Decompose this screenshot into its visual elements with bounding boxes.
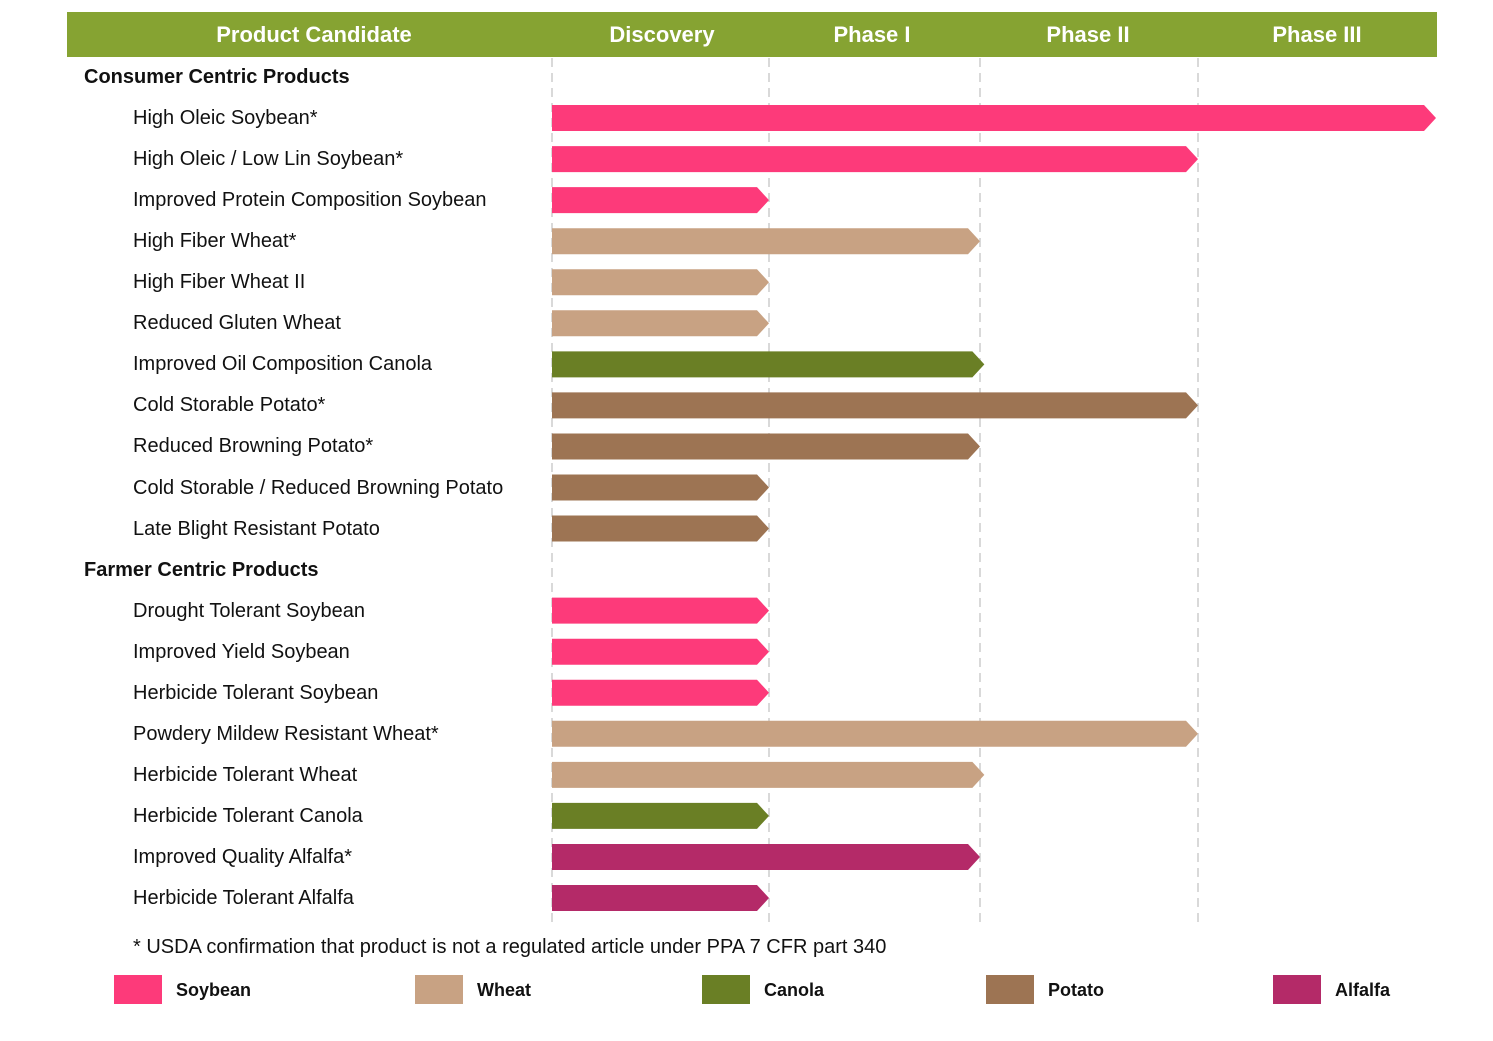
product-label: High Fiber Wheat II	[133, 271, 306, 294]
progress-bar-powdery-mildew-resistant-wheat	[552, 720, 1198, 747]
legend-swatch	[702, 975, 750, 1004]
legend-swatch	[986, 975, 1034, 1004]
header-phase-3: Phase III	[1272, 22, 1362, 47]
product-label: Herbicide Tolerant Canola	[133, 804, 363, 827]
progress-bar-herbicide-tolerant-soybean	[552, 679, 769, 706]
product-label: Powdery Mildew Resistant Wheat*	[133, 722, 439, 745]
section-title-farmer-centric-products: Farmer Centric Products	[84, 558, 319, 581]
product-label: Cold Storable Potato*	[133, 394, 326, 417]
legend-label: Wheat	[477, 980, 531, 1000]
progress-bar-improved-quality-alfalfa	[552, 843, 980, 870]
legend-label: Potato	[1048, 980, 1104, 1000]
progress-bar-herbicide-tolerant-canola	[552, 802, 769, 829]
legend-label: Alfalfa	[1335, 980, 1391, 1000]
progress-bar-improved-protein-composition-soybean	[552, 187, 769, 214]
progress-bar-high-fiber-wheat	[552, 228, 980, 255]
progress-bar-improved-yield-soybean	[552, 638, 769, 665]
section-title-consumer-centric-products: Consumer Centric Products	[84, 66, 350, 88]
header-phase-2: Phase II	[1046, 22, 1130, 47]
progress-bar-reduced-gluten-wheat	[552, 310, 769, 337]
legend-label: Canola	[764, 980, 825, 1000]
legend-swatch	[1273, 975, 1321, 1004]
product-label: Herbicide Tolerant Soybean	[133, 681, 379, 704]
product-label: Drought Tolerant Soybean	[133, 599, 366, 622]
progress-bar-herbicide-tolerant-wheat	[552, 761, 985, 788]
progress-bar-high-oleic-low-lin-soybean	[552, 146, 1198, 173]
header-product-candidate: Product Candidate	[216, 22, 412, 47]
product-label: High Fiber Wheat*	[133, 230, 297, 253]
progress-bar-drought-tolerant-soybean	[552, 597, 769, 624]
product-label: High Oleic Soybean*	[133, 107, 318, 130]
product-label: Reduced Browning Potato*	[133, 435, 374, 458]
progress-bar-high-oleic-soybean	[552, 105, 1436, 132]
product-label: Improved Protein Composition Soybean	[133, 189, 487, 212]
progress-bar-cold-storable-potato	[552, 392, 1198, 419]
legend-swatch	[415, 975, 463, 1004]
legend-label: Soybean	[176, 980, 252, 1000]
product-label: Reduced Gluten Wheat	[133, 312, 341, 335]
progress-bar-reduced-browning-potato	[552, 433, 980, 460]
header-phase-1: Phase I	[833, 22, 911, 47]
progress-bar-herbicide-tolerant-alfalfa	[552, 885, 769, 911]
product-label: Late Blight Resistant Potato	[133, 517, 380, 540]
product-label: Herbicide Tolerant Wheat	[133, 763, 358, 786]
footnote: * USDA confirmation that product is not …	[133, 936, 887, 958]
progress-bar-cold-storable-reduced-browning-potato	[552, 474, 769, 501]
product-label: Improved Quality Alfalfa*	[133, 845, 352, 868]
progress-bar-high-fiber-wheat-ii	[552, 269, 769, 296]
progress-bar-improved-oil-composition-canola	[552, 351, 985, 378]
progress-bar-late-blight-resistant-potato	[552, 515, 769, 542]
product-label: High Oleic / Low Lin Soybean*	[133, 148, 404, 171]
product-label: Improved Oil Composition Canola	[133, 353, 433, 376]
table-header: Product Candidate Discovery Phase I Phas…	[67, 12, 1437, 57]
product-label: Herbicide Tolerant Alfalfa	[133, 887, 354, 909]
product-label: Cold Storable / Reduced Browning Potato	[133, 476, 504, 499]
product-label: Improved Yield Soybean	[133, 640, 350, 663]
legend-swatch	[114, 975, 162, 1004]
header-discovery: Discovery	[609, 22, 715, 47]
